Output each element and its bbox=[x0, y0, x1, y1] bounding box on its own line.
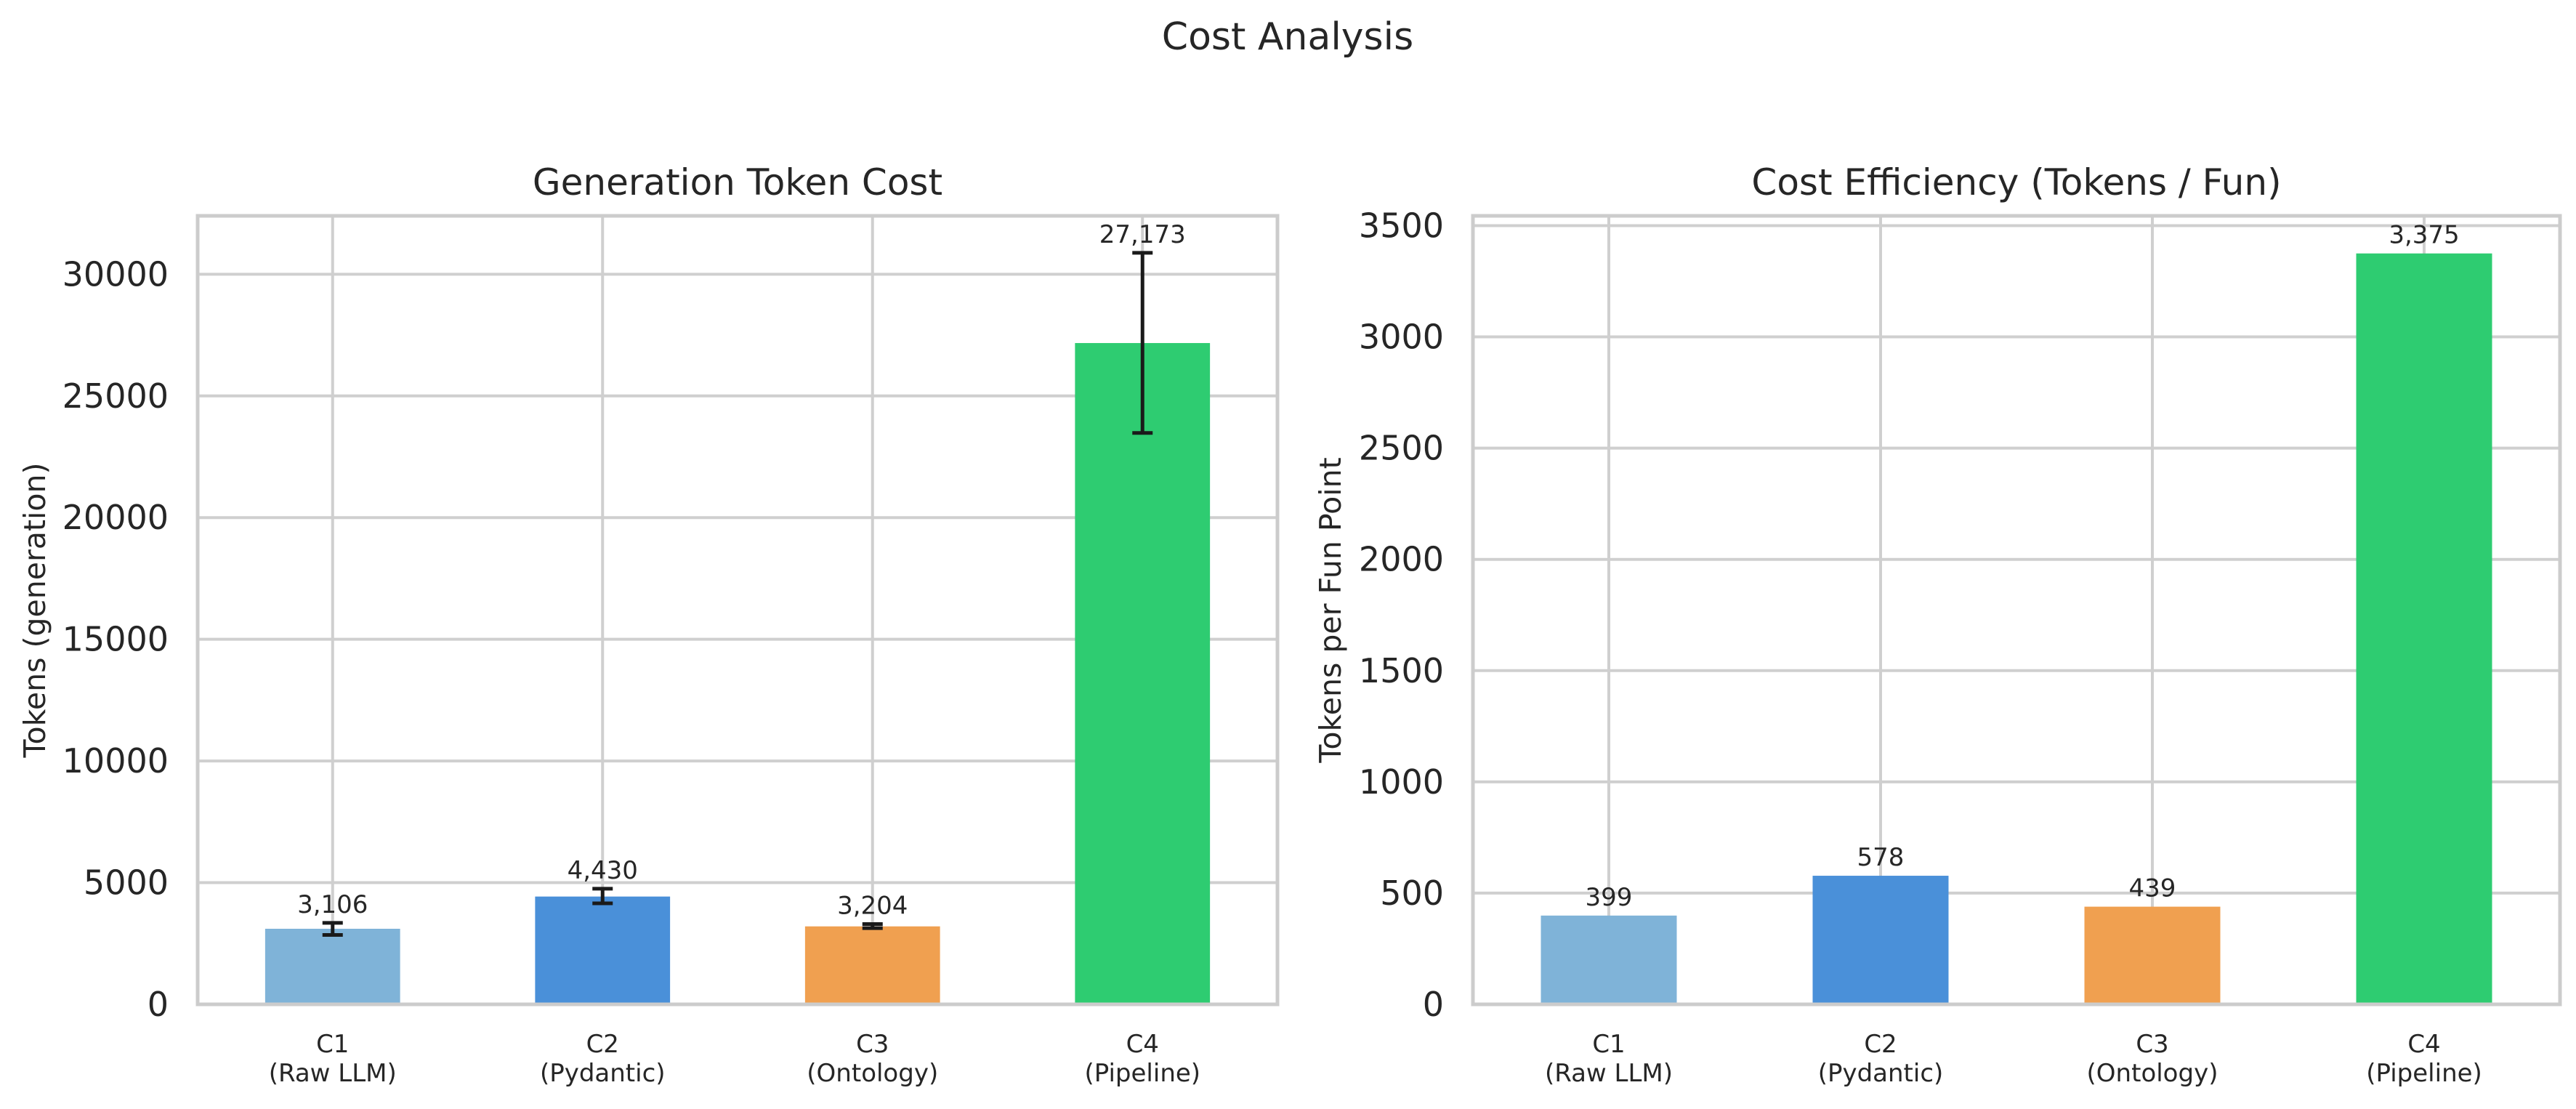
axes-frame bbox=[195, 214, 1280, 1007]
y-tick-label: 25000 bbox=[62, 376, 169, 416]
bar-3 bbox=[804, 926, 940, 1004]
axes-title: Cost Efficiency (Tokens / Fun) bbox=[1751, 161, 2281, 203]
bar-1 bbox=[1541, 915, 1677, 1004]
bar-3 bbox=[2084, 906, 2221, 1004]
bar-2 bbox=[535, 896, 671, 1004]
bar-2 bbox=[1812, 876, 1949, 1004]
bar-4 bbox=[2356, 253, 2492, 1005]
error-bar-4 bbox=[1132, 251, 1153, 435]
axes-frame bbox=[1471, 214, 2562, 1007]
bar-value-label: 439 bbox=[2129, 874, 2176, 903]
bar-value-label: 3,375 bbox=[2389, 221, 2459, 250]
bar-value-label: 3,204 bbox=[837, 891, 908, 920]
bar-1 bbox=[265, 928, 400, 1004]
y-tick-label: 500 bbox=[1380, 874, 1444, 913]
error-bar-1 bbox=[322, 921, 343, 937]
y-tick-label: 10000 bbox=[62, 741, 169, 781]
x-tick-label: C1 (Raw LLM) bbox=[269, 1030, 397, 1088]
x-tick-label: C4 (Pipeline) bbox=[1084, 1030, 1200, 1088]
bar-4 bbox=[1075, 343, 1211, 1004]
y-tick-label: 3500 bbox=[1359, 206, 1444, 245]
y-axis-label: Tokens (generation) bbox=[17, 462, 52, 758]
y-tick-label: 20000 bbox=[62, 498, 169, 537]
y-tick-label: 30000 bbox=[62, 254, 169, 294]
y-tick-label: 1500 bbox=[1359, 651, 1444, 690]
y-tick-label: 0 bbox=[1423, 985, 1444, 1024]
figure-title: Cost Analysis bbox=[1162, 15, 1413, 59]
bar-value-label: 4,430 bbox=[568, 856, 638, 885]
y-tick-label: 15000 bbox=[62, 620, 169, 659]
chart-panel-generation-token-cost: 3,106 4,430 3,204 27,173 0 5000 10000 15000 2000… bbox=[17, 161, 1280, 1088]
y-tick-label: 0 bbox=[148, 985, 169, 1024]
x-tick-label: C2 (Pydantic) bbox=[540, 1030, 666, 1088]
bar-value-label: 3,106 bbox=[297, 890, 368, 919]
error-bar-3 bbox=[862, 922, 883, 930]
y-tick-label: 1000 bbox=[1359, 762, 1444, 802]
error-bar-2 bbox=[592, 887, 613, 906]
axes-title: Generation Token Cost bbox=[533, 161, 942, 203]
y-tick-label: 2500 bbox=[1359, 429, 1444, 468]
chart-panel-cost-efficiency: 399 578 439 3,375 0 500 1000 1500 2000 2500 3000 35… bbox=[1313, 161, 2562, 1088]
y-tick-label: 5000 bbox=[84, 863, 169, 903]
bar-value-label: 399 bbox=[1586, 883, 1633, 912]
y-tick-label: 3000 bbox=[1359, 318, 1444, 357]
y-tick-label: 2000 bbox=[1359, 540, 1444, 579]
x-tick-label: C1 (Raw LLM) bbox=[1545, 1030, 1673, 1088]
x-tick-label: C3 (Ontology) bbox=[2087, 1030, 2218, 1088]
bar-value-label: 578 bbox=[1857, 843, 1905, 872]
bar-value-label: 27,173 bbox=[1099, 220, 1186, 249]
x-tick-label: C3 (Ontology) bbox=[807, 1030, 938, 1088]
x-tick-label: C2 (Pydantic) bbox=[1818, 1030, 1944, 1088]
y-axis-label: Tokens per Fun Point bbox=[1313, 457, 1348, 763]
x-tick-label: C4 (Pipeline) bbox=[2366, 1030, 2482, 1088]
